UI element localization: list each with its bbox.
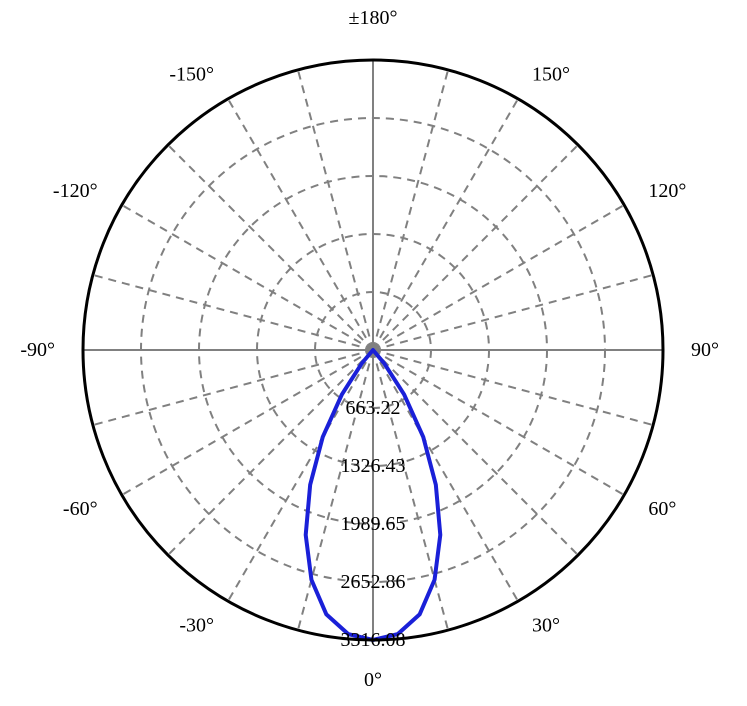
polar-radial-label: 1989.65 (341, 513, 406, 535)
polar-grid-spoke (373, 70, 448, 350)
polar-angle-label: 0° (364, 669, 382, 691)
polar-radial-label: 663.22 (346, 397, 401, 419)
polar-angle-label: -120° (53, 180, 98, 202)
polar-grid-spoke (93, 350, 373, 425)
polar-angle-label: -60° (63, 498, 98, 520)
polar-chart: ±180° 150° 120° 90° 60° 30° 0° -30° -60° -90° -120… (0, 0, 747, 706)
polar-grid-spoke (93, 275, 373, 350)
polar-grid-spoke (168, 145, 373, 350)
polar-radial-label: 3316.08 (341, 629, 406, 651)
polar-angle-label: ±180° (349, 7, 398, 29)
polar-angle-label: 120° (648, 180, 686, 202)
polar-grid-spoke (122, 350, 373, 495)
polar-grid-spoke (373, 275, 653, 350)
polar-grid-spoke (373, 350, 624, 495)
polar-grid-spoke (228, 99, 373, 350)
polar-grid-spoke (373, 99, 518, 350)
polar-radial-label: 1326.43 (341, 455, 406, 477)
polar-angle-label: -30° (179, 614, 214, 636)
polar-grid-spoke (298, 70, 373, 350)
polar-grid-spoke (373, 205, 624, 350)
polar-grid-spoke (373, 145, 578, 350)
polar-angle-label: -150° (169, 64, 214, 86)
polar-radial-label: 2652.86 (341, 571, 406, 593)
polar-angle-label: 90° (691, 339, 719, 361)
polar-angle-label: 60° (648, 498, 676, 520)
polar-angle-label: 30° (532, 614, 560, 636)
polar-angle-label: -90° (20, 339, 55, 361)
polar-grid-spoke (373, 350, 653, 425)
polar-grid-spoke (122, 205, 373, 350)
polar-angle-label: 150° (532, 64, 570, 86)
